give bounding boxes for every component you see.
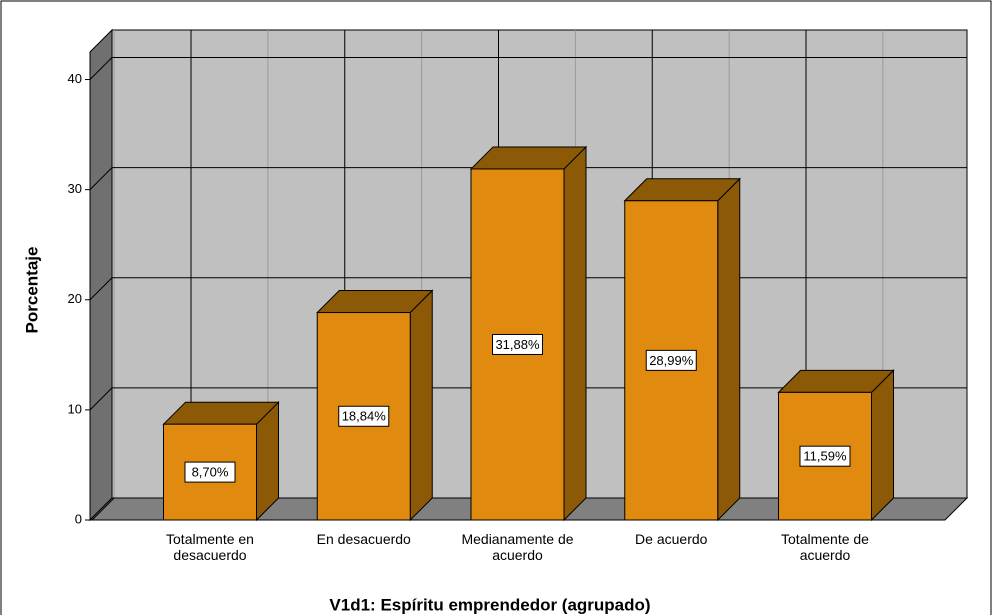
value-label: 11,59%: [803, 449, 847, 464]
value-label-box: [492, 333, 543, 355]
y-tick-label: 30: [68, 181, 82, 196]
x-axis-title: V1d1: Espíritu emprendedor (agrupado): [329, 595, 650, 614]
x-tick-label: En desacuerdo: [316, 531, 411, 547]
grid-line: [89, 277, 113, 301]
value-label: 31,88%: [495, 337, 540, 352]
x-tick-label: Medianamente de acuerdo: [461, 531, 574, 563]
x-tick-label: Totalmente de acuerdo: [781, 531, 869, 563]
value-label-box: [799, 445, 851, 467]
grid-line: [89, 57, 113, 80]
bar-side: [409, 289, 433, 522]
grid-line: [89, 497, 113, 521]
value-label: 18,84%: [342, 409, 387, 424]
floor-line: [91, 497, 115, 521]
left-wall: [89, 28, 113, 522]
y-tick-label: 20: [68, 291, 82, 306]
bar-side: [871, 369, 894, 522]
y-tick-label: 10: [68, 401, 82, 416]
y-tick-label: 40: [68, 71, 82, 86]
value-label-box: [645, 349, 697, 371]
bar-side: [717, 177, 741, 522]
x-tick-label: Totalmente en desacuerdo: [166, 531, 254, 563]
x-tick-label: De acuerdo: [635, 531, 708, 547]
y-axis-title: Porcentaje: [22, 247, 41, 334]
value-label-box: [184, 461, 236, 483]
value-label: 28,99%: [649, 353, 694, 368]
bar-side: [563, 145, 587, 522]
value-label: 8,70%: [192, 465, 229, 480]
grid-line: [89, 167, 113, 191]
value-label-box: [338, 405, 390, 427]
y-tick-label: 0: [75, 511, 82, 526]
grid-line: [89, 387, 113, 411]
